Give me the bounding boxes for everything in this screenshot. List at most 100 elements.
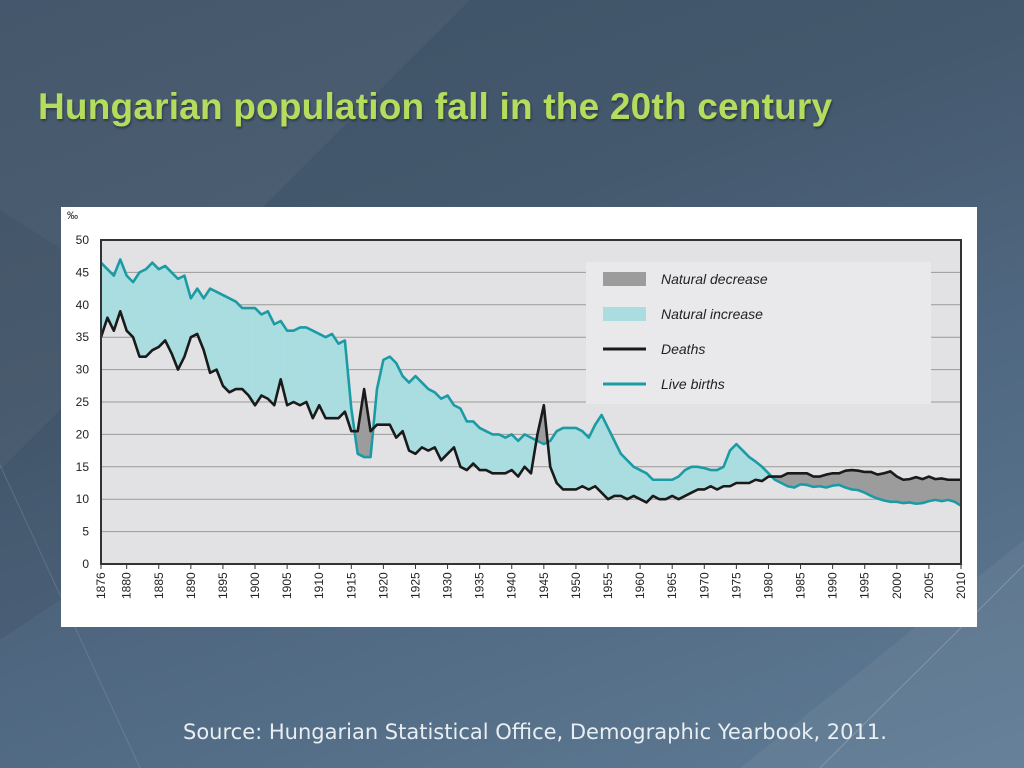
natural-increase-area (286, 330, 294, 406)
legend-label: Natural increase (661, 306, 763, 322)
natural-decrease-area (851, 469, 859, 491)
x-tick-label: 1935 (473, 572, 487, 599)
x-tick-label: 1880 (120, 572, 134, 599)
natural-increase-area (139, 268, 147, 357)
y-tick-label: 5 (82, 525, 89, 539)
population-chart: 0 5 10 15 20 25 30 35 40 45 50 1876 1880 1885 1890 189… (67, 210, 968, 599)
x-tick-label: 2000 (890, 572, 904, 599)
y-tick-label: 10 (76, 492, 90, 506)
natural-increase-area (562, 427, 570, 490)
natural-increase-area (254, 307, 262, 407)
y-axis: 0 5 10 15 20 25 30 35 40 45 50 (76, 233, 90, 571)
natural-increase-area (575, 427, 583, 490)
natural-increase-area (659, 479, 667, 500)
x-tick-label: 1920 (376, 572, 390, 599)
natural-increase-area (485, 430, 493, 474)
x-tick-label: 1970 (697, 572, 711, 599)
natural-increase-area (479, 427, 487, 471)
y-tick-label: 50 (76, 233, 90, 247)
natural-decrease-area (941, 478, 949, 502)
x-tick-label: 1995 (858, 572, 872, 599)
x-tick-label: 1905 (280, 572, 294, 599)
natural-increase-area (241, 307, 249, 397)
natural-increase-area (338, 339, 346, 419)
x-tick-label: 1900 (248, 572, 262, 599)
natural-increase-area (267, 311, 275, 406)
natural-increase-area (697, 466, 705, 490)
natural-decrease-area (877, 472, 885, 501)
slide-title: Hungarian population fall in the 20th ce… (38, 86, 833, 127)
x-tick-label: 1955 (601, 572, 615, 599)
natural-decrease-area (922, 476, 930, 504)
natural-increase-area (383, 356, 391, 425)
y-axis-label: ‰ (67, 210, 78, 222)
x-tick-label: 1960 (633, 572, 647, 599)
y-tick-label: 30 (76, 363, 90, 377)
natural-increase-area (440, 395, 448, 462)
x-tick-label: 1945 (537, 572, 551, 599)
natural-increase-area (152, 261, 160, 351)
natural-increase-area (594, 413, 602, 494)
natural-increase-area (222, 294, 230, 394)
y-tick-label: 40 (76, 298, 90, 312)
x-tick-label: 1950 (569, 572, 583, 599)
natural-increase-area (126, 274, 134, 338)
natural-increase-area (261, 310, 269, 400)
natural-decrease-area (928, 476, 936, 502)
legend-label: Deaths (661, 341, 705, 357)
x-tick-label: 1965 (665, 572, 679, 599)
natural-increase-area (492, 434, 500, 474)
x-tick-label: 2005 (922, 572, 936, 599)
x-tick-label: 1940 (505, 572, 519, 599)
plot-frame (100, 239, 962, 565)
natural-increase-area (569, 427, 577, 490)
natural-increase-area (633, 466, 641, 500)
x-tick-label: 1930 (441, 572, 455, 599)
natural-increase-area (293, 326, 301, 406)
x-axis: 1876 1880 1885 1890 1895 1900 1905 1910 1915 1920… (94, 564, 968, 599)
x-tick-label: 1985 (794, 572, 808, 599)
y-tick-label: 20 (76, 427, 90, 441)
y-tick-label: 45 (76, 265, 90, 279)
natural-increase-area (408, 375, 416, 455)
natural-decrease-area (883, 470, 891, 503)
y-tick-label: 15 (76, 460, 90, 474)
legend-label: Live births (661, 376, 725, 392)
natural-increase-area (428, 388, 436, 452)
x-tick-label: 1915 (344, 572, 358, 599)
natural-increase-area (684, 466, 692, 497)
natural-increase-area (325, 333, 333, 419)
chart-panel: 0 5 10 15 20 25 30 35 40 45 50 1876 1880 1885 1890 189… (61, 207, 977, 627)
natural-increase-area (209, 288, 217, 374)
natural-decrease-area (909, 476, 917, 505)
natural-increase-area (229, 297, 237, 393)
y-tick-label: 0 (82, 557, 89, 571)
x-tick-label: 1990 (826, 572, 840, 599)
x-tick-label: 1890 (184, 572, 198, 599)
legend: Natural decrease Natural increase Deaths Li… (586, 262, 931, 404)
natural-increase-area (498, 433, 506, 474)
natural-decrease-area (935, 478, 943, 502)
natural-increase-area (556, 427, 564, 491)
x-tick-label: 1975 (729, 572, 743, 599)
natural-increase-area (421, 381, 429, 452)
legend-swatch (603, 307, 646, 321)
legend-swatch (603, 272, 646, 286)
x-tick-label: 1925 (408, 572, 422, 599)
natural-increase-area (299, 327, 307, 406)
natural-increase-area (415, 375, 423, 455)
natural-increase-area (331, 332, 339, 419)
series-lines (99, 258, 962, 507)
natural-increase-area (235, 300, 243, 390)
natural-increase-area (582, 430, 590, 490)
deaths-line (99, 309, 961, 504)
natural-increase-area (639, 469, 647, 503)
natural-increase-area (248, 307, 256, 407)
x-tick-label: 1895 (216, 572, 230, 599)
x-tick-label: 1876 (94, 572, 108, 599)
source-citation: Source: Hungarian Statistical Office, De… (183, 720, 887, 744)
y-tick-label: 35 (76, 330, 90, 344)
natural-decrease-area (915, 476, 923, 505)
natural-decrease-area (947, 479, 955, 503)
natural-increase-area (505, 433, 513, 474)
